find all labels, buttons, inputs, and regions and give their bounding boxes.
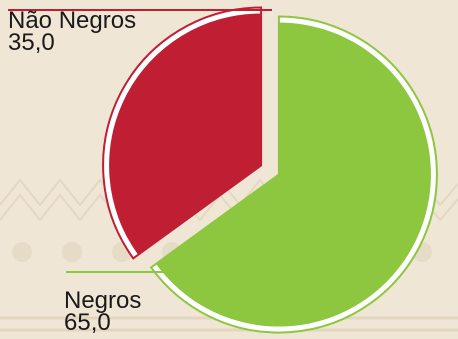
pie-slice-negros (155, 22, 431, 327)
pie-slice-nao-negros (109, 13, 262, 255)
slice-label-negros: Negros 65,0 (64, 287, 142, 336)
slice-category-negros: Negros (64, 287, 142, 314)
slice-label-nao-negros: Não Negros 35,0 (8, 7, 137, 56)
slice-category-nao-negros: Não Negros (8, 7, 137, 34)
slice-value-negros: 65,0 (64, 309, 111, 336)
slice-value-nao-negros: 35,0 (8, 29, 55, 56)
